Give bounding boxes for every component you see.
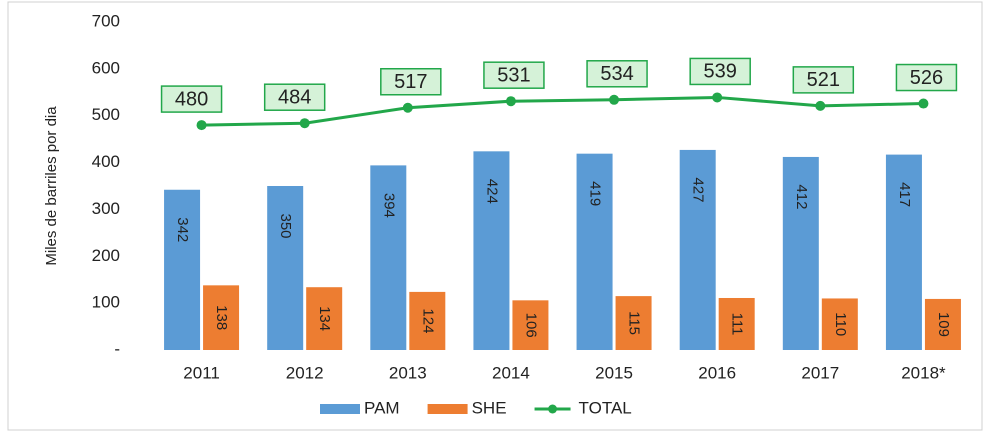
x-tick-label: 2013	[389, 363, 427, 382]
bar	[924, 298, 961, 350]
bar	[615, 296, 652, 350]
data-label: 115	[626, 311, 643, 335]
data-label: 412	[793, 184, 810, 209]
line-marker	[196, 120, 207, 131]
bar	[885, 154, 922, 350]
line-marker	[299, 118, 310, 129]
line-marker	[505, 96, 516, 107]
data-label: 350	[277, 213, 294, 238]
data-label: 534	[600, 63, 633, 85]
line-marker	[609, 94, 620, 105]
data-label: 417	[896, 182, 913, 207]
data-label: 110	[832, 312, 849, 336]
data-label: 111	[729, 313, 746, 336]
data-label: 138	[213, 305, 230, 330]
legend-label: PAM	[364, 398, 400, 417]
bar	[718, 297, 755, 350]
bar	[679, 149, 716, 350]
line-marker	[815, 100, 826, 111]
line-marker	[712, 92, 723, 103]
y-tick-label: 700	[92, 11, 120, 30]
bar	[782, 156, 819, 350]
data-label-box	[263, 83, 326, 111]
data-label: 124	[419, 308, 436, 333]
data-label: 394	[380, 193, 397, 218]
data-label: 484	[278, 86, 311, 108]
data-label: 134	[316, 306, 333, 331]
x-tick-label: 2018*	[901, 363, 946, 382]
data-label-box	[380, 67, 442, 96]
bar	[409, 291, 446, 350]
data-label-box	[792, 66, 855, 94]
bar	[164, 189, 201, 350]
data-label: 106	[522, 313, 539, 338]
legend-swatch	[320, 404, 360, 414]
bar	[370, 165, 407, 350]
data-label-box	[586, 60, 648, 88]
y-tick-label: 500	[92, 105, 120, 124]
data-label: 526	[910, 67, 943, 89]
x-tick-label: 2015	[595, 363, 633, 382]
legend-swatch	[548, 404, 558, 414]
y-axis-label: Miles de barriles por dia	[43, 106, 60, 266]
x-tick-label: 2011	[183, 363, 220, 382]
y-tick-label: 200	[92, 246, 120, 265]
x-tick-label: 2016	[698, 363, 736, 382]
data-label: 342	[174, 217, 191, 242]
bar	[203, 285, 240, 350]
data-label: 531	[497, 64, 530, 86]
bar	[821, 298, 858, 350]
y-tick-label: 300	[92, 199, 120, 218]
line-marker	[918, 98, 929, 109]
x-tick-label: 2017	[801, 363, 839, 382]
data-label: 539	[704, 61, 737, 83]
bar	[576, 153, 613, 350]
data-label-box	[160, 85, 223, 113]
legend-label: SHE	[472, 398, 507, 417]
bar	[306, 287, 343, 350]
y-tick-label: 100	[92, 293, 120, 312]
bar	[473, 151, 510, 350]
bar	[512, 300, 549, 350]
data-label: 427	[690, 177, 707, 202]
data-label: 109	[935, 312, 952, 337]
data-label: 517	[394, 71, 427, 93]
data-label-box	[689, 57, 751, 86]
data-label-box	[483, 61, 545, 89]
bar	[267, 186, 304, 350]
legend-swatch	[427, 404, 468, 414]
data-label-box	[895, 63, 958, 92]
data-label: 521	[807, 69, 840, 91]
legend-label: TOTAL	[579, 398, 632, 417]
x-tick-label: 2012	[286, 363, 324, 382]
line-marker	[402, 102, 413, 113]
y-tick-label: 400	[92, 152, 120, 171]
data-label: 480	[175, 88, 208, 110]
data-label: 424	[483, 179, 500, 204]
y-tick-label: -	[114, 339, 120, 358]
line	[201, 95, 924, 127]
x-tick-label: 2014	[492, 363, 530, 382]
data-label: 419	[587, 181, 604, 206]
y-tick-label: 600	[92, 58, 120, 77]
